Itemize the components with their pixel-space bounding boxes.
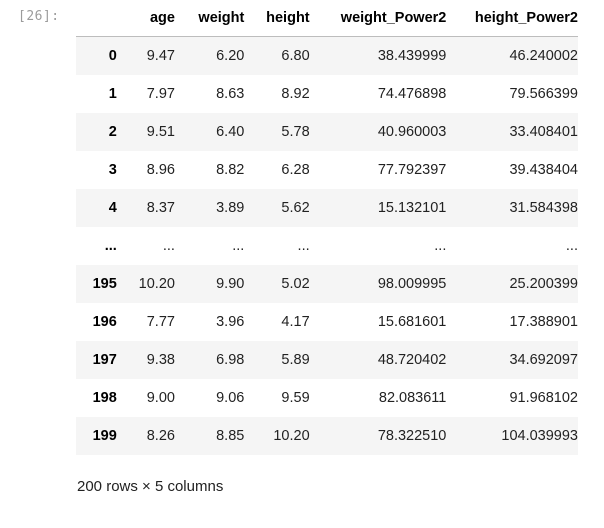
cell-weight: 6.20	[216, 47, 245, 64]
cell-age: 8.96	[146, 161, 175, 178]
cell-height-power2: 25.200399	[509, 275, 578, 292]
cell-weight-power2: 48.720402	[377, 351, 447, 368]
table-row: 3 8.96 8.82 6.28 77.792397 39.438404	[76, 151, 578, 189]
cell-age: 8.26	[146, 427, 175, 444]
row-index: 197	[92, 351, 117, 368]
cell-age: 9.51	[146, 123, 175, 140]
cell-weight-power2: 77.792397	[377, 161, 447, 178]
cell-height-power2: 104.039993	[501, 427, 578, 444]
cell-weight-power2: 15.132101	[377, 199, 447, 216]
cell-weight-power2: 98.009995	[377, 275, 447, 292]
row-index: 4	[108, 199, 117, 216]
row-index: 198	[92, 389, 117, 406]
dataframe-output: age weight height weight_Power2 height_P…	[76, 0, 586, 455]
cell-weight: 6.40	[216, 123, 245, 140]
row-index: 2	[108, 123, 117, 140]
cell-height: 5.02	[281, 275, 310, 292]
cell-weight-power2: ...	[434, 237, 447, 254]
row-index: 195	[92, 275, 117, 292]
table-row-ellipsis: ... ... ... ... ... ...	[76, 227, 578, 265]
table-row: 1 7.97 8.63 8.92 74.476898 79.566399	[76, 75, 578, 113]
cell-height-power2: 91.968102	[509, 389, 578, 406]
column-header-weight: weight	[174, 0, 245, 37]
cell-age: 9.00	[146, 389, 175, 406]
cell-height: ...	[297, 237, 310, 254]
cell-weight-power2: 40.960003	[377, 123, 447, 140]
row-index: 0	[108, 47, 117, 64]
table-row: 195 10.20 9.90 5.02 98.009995 25.200399	[76, 264, 578, 303]
cell-weight-power2: 15.681601	[377, 313, 447, 330]
cell-height-power2: 46.240002	[509, 47, 578, 64]
column-header-weight-power2: weight_Power2	[309, 0, 447, 37]
table-row: 198 9.00 9.06 9.59 82.083611 91.968102	[76, 379, 578, 417]
cell-weight: 9.06	[216, 389, 245, 406]
cell-age: 9.38	[146, 351, 175, 368]
table-row: 197 9.38 6.98 5.89 48.720402 34.692097	[76, 340, 578, 379]
cell-height-power2: 79.566399	[509, 85, 578, 102]
cell-weight-power2: 38.439999	[377, 47, 447, 64]
table-row: 0 9.47 6.20 6.80 38.439999 46.240002	[76, 36, 578, 75]
cell-weight: 6.98	[216, 351, 245, 368]
cell-weight: 8.63	[216, 85, 245, 102]
cell-height-power2: ...	[565, 237, 578, 254]
cell-weight: 3.96	[216, 313, 245, 330]
cell-height: 6.80	[281, 47, 310, 64]
row-index: 1	[108, 85, 117, 102]
cell-weight: 8.82	[216, 161, 245, 178]
row-index: 199	[92, 427, 117, 444]
cell-age: 8.37	[146, 199, 175, 216]
cell-weight: 9.90	[216, 275, 245, 292]
dataframe-shape-summary: 200 rows × 5 columns	[77, 478, 224, 495]
execution-prompt: [26]:	[18, 9, 60, 24]
cell-age: 7.97	[146, 85, 175, 102]
cell-height-power2: 31.584398	[509, 199, 578, 216]
row-index: ...	[104, 237, 117, 254]
cell-height: 9.59	[281, 389, 310, 406]
table-body: 0 9.47 6.20 6.80 38.439999 46.240002 1 7…	[76, 36, 578, 455]
row-index: 196	[92, 313, 117, 330]
table-row: 2 9.51 6.40 5.78 40.960003 33.408401	[76, 112, 578, 151]
cell-height-power2: 39.438404	[509, 161, 578, 178]
cell-weight-power2: 78.322510	[377, 427, 447, 444]
cell-height: 5.89	[281, 351, 310, 368]
cell-height-power2: 17.388901	[509, 313, 578, 330]
cell-height-power2: 33.408401	[509, 123, 578, 140]
column-header-height: height	[244, 0, 310, 37]
row-index: 3	[108, 161, 117, 178]
table-row: 4 8.37 3.89 5.62 15.132101 31.584398	[76, 188, 578, 227]
cell-age: ...	[162, 237, 175, 254]
cell-height: 5.78	[281, 123, 310, 140]
cell-age: 10.20	[138, 275, 175, 292]
cell-height: 4.17	[281, 313, 310, 330]
table-row: 196 7.77 3.96 4.17 15.681601 17.388901	[76, 303, 578, 341]
index-header	[76, 0, 117, 37]
table-header: age weight height weight_Power2 height_P…	[76, 0, 578, 37]
column-header-height-power2: height_Power2	[446, 0, 578, 37]
cell-age: 9.47	[146, 47, 175, 64]
cell-height: 6.28	[281, 161, 310, 178]
cell-weight: ...	[232, 237, 245, 254]
cell-height: 8.92	[281, 85, 310, 102]
cell-weight: 8.85	[216, 427, 245, 444]
column-header-age: age	[116, 0, 175, 37]
cell-weight: 3.89	[216, 199, 245, 216]
table-row: 199 8.26 8.85 10.20 78.322510 104.039993	[76, 416, 578, 455]
cell-weight-power2: 74.476898	[377, 85, 447, 102]
dataframe-table: age weight height weight_Power2 height_P…	[76, 0, 578, 455]
header-row: age weight height weight_Power2 height_P…	[76, 0, 578, 37]
cell-height: 10.20	[273, 427, 310, 444]
cell-height-power2: 34.692097	[509, 351, 578, 368]
cell-age: 7.77	[146, 313, 175, 330]
cell-weight-power2: 82.083611	[378, 389, 447, 406]
cell-height: 5.62	[281, 199, 310, 216]
